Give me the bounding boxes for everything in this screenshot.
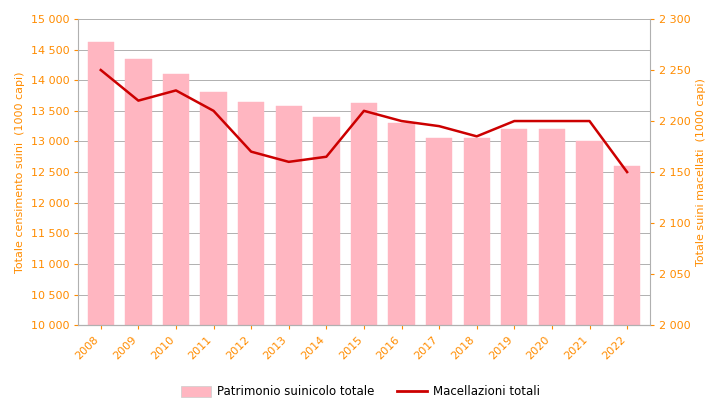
Macellazioni totali xyxy=(397,119,406,124)
Legend: Patrimonio suinicolo totale, Macellazioni totali: Patrimonio suinicolo totale, Macellazion… xyxy=(177,381,544,403)
Bar xyxy=(351,103,377,409)
Macellazioni totali xyxy=(510,119,518,124)
Macellazioni totali xyxy=(322,154,331,159)
Bar xyxy=(200,92,226,409)
Macellazioni totali xyxy=(360,108,368,113)
Bar xyxy=(426,138,452,409)
Y-axis label: Totale suini macellati  (1000 capi): Totale suini macellati (1000 capi) xyxy=(696,78,706,266)
Bar xyxy=(275,106,302,409)
Macellazioni totali xyxy=(97,67,105,72)
Macellazioni totali xyxy=(547,119,556,124)
Bar xyxy=(614,166,640,409)
Y-axis label: Totale censimento suini  (1000 capi): Totale censimento suini (1000 capi) xyxy=(15,71,25,273)
Macellazioni totali xyxy=(134,98,143,103)
Bar xyxy=(389,123,415,409)
Bar xyxy=(125,59,151,409)
Macellazioni totali xyxy=(585,119,594,124)
Macellazioni totali xyxy=(247,149,255,154)
Macellazioni totali xyxy=(623,170,632,175)
Bar xyxy=(576,142,603,409)
Macellazioni totali xyxy=(435,124,443,128)
Macellazioni totali xyxy=(209,108,218,113)
Bar xyxy=(163,74,189,409)
Macellazioni totali xyxy=(172,88,180,93)
Line: Macellazioni totali: Macellazioni totali xyxy=(101,70,627,172)
Bar xyxy=(88,42,114,409)
Bar xyxy=(501,129,528,409)
Bar xyxy=(238,102,265,409)
Macellazioni totali xyxy=(284,160,293,164)
Bar xyxy=(313,117,340,409)
Bar xyxy=(464,138,490,409)
Bar xyxy=(539,129,565,409)
Macellazioni totali xyxy=(472,134,481,139)
